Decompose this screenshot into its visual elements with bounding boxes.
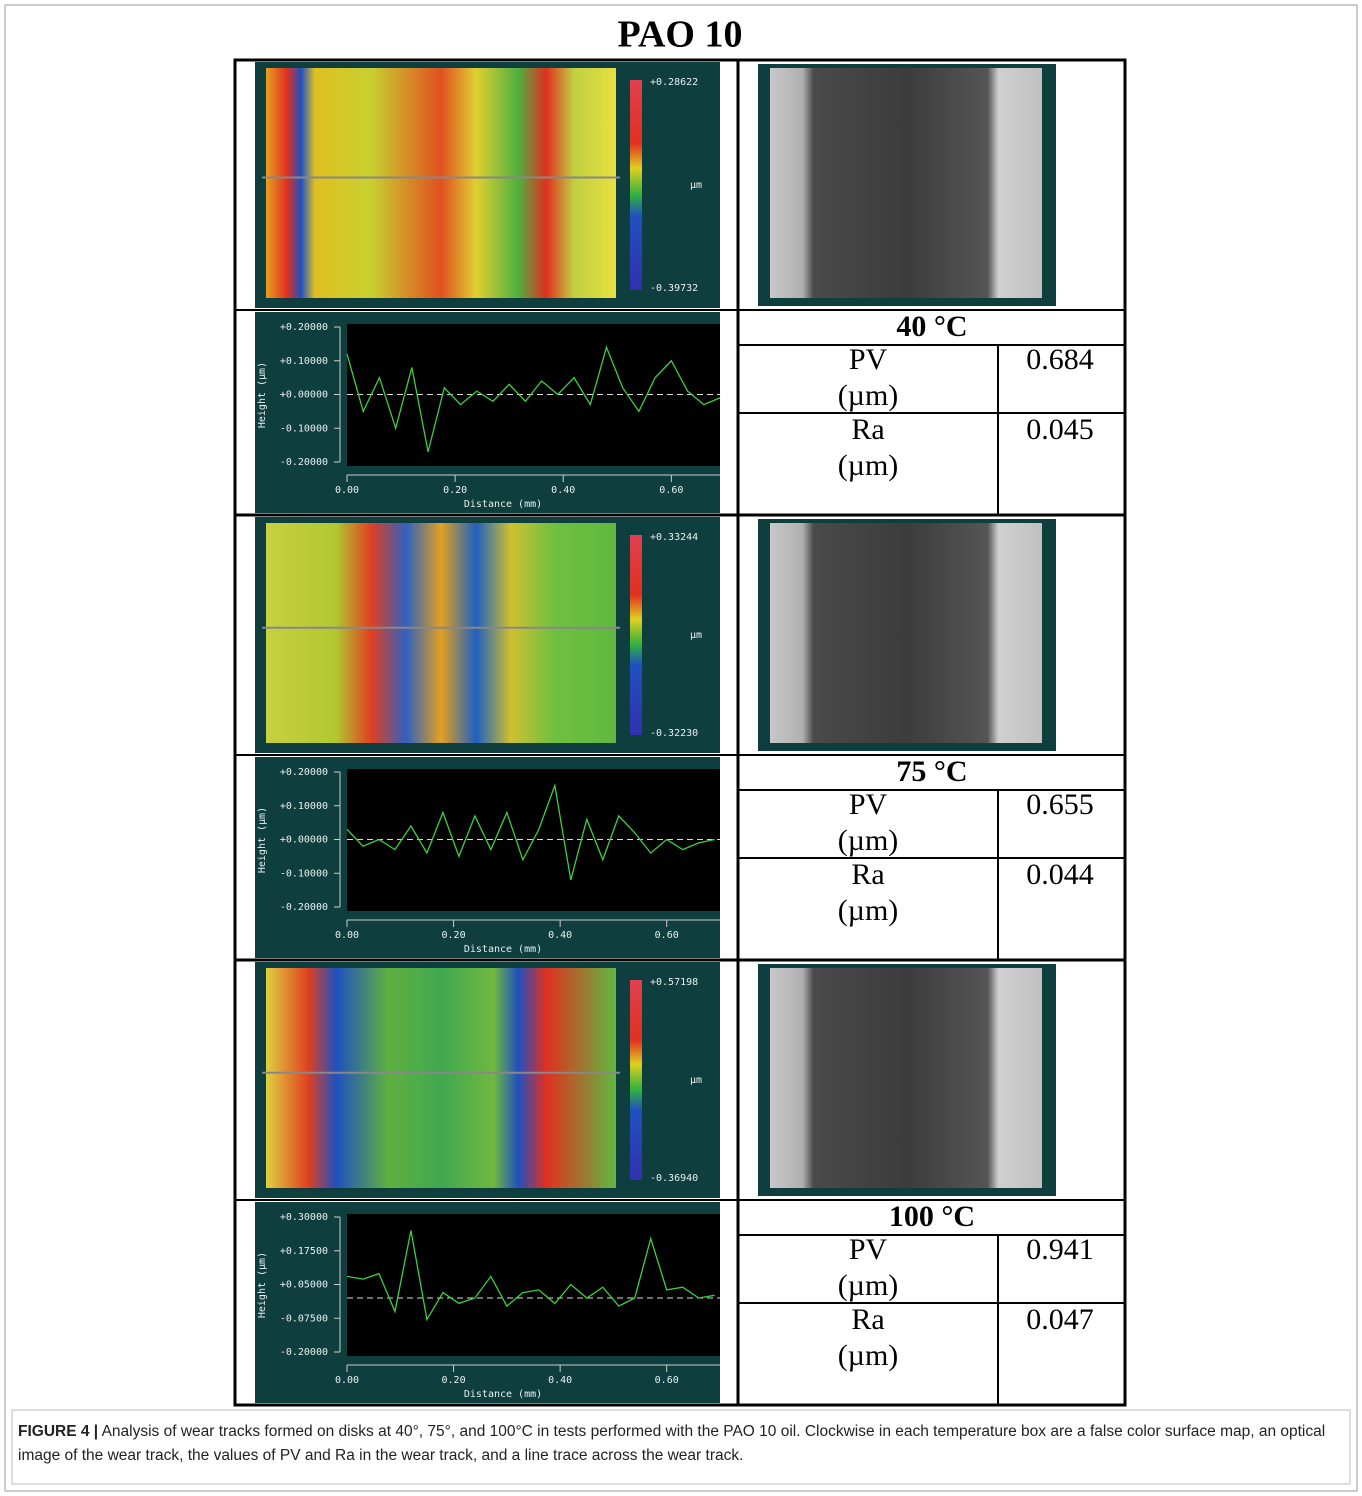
param-value: 0.655: [1026, 788, 1094, 821]
y-tick-label: +0.20000: [280, 322, 328, 333]
x-tick-label: 0.40: [551, 485, 575, 496]
param-value: 0.941: [1026, 1233, 1094, 1266]
surface-map: [266, 68, 616, 298]
y-tick-label: +0.05000: [280, 1280, 328, 1291]
param-unit: (µm): [838, 1269, 899, 1302]
param-name: Ra: [851, 413, 884, 446]
param-value: 0.044: [1026, 858, 1094, 891]
param-value: 0.045: [1026, 413, 1094, 446]
x-tick-label: 0.00: [335, 930, 359, 941]
y-tick-label: -0.20000: [280, 902, 328, 913]
y-tick-label: -0.10000: [280, 423, 328, 434]
temperature: 100 °C: [889, 1200, 975, 1233]
x-axis-label: Distance (mm): [464, 944, 542, 955]
y-tick-label: -0.20000: [280, 1347, 328, 1358]
param-unit: (µm): [838, 449, 899, 482]
param-unit: (µm): [838, 379, 899, 412]
x-tick-label: 0.20: [442, 1375, 466, 1386]
x-tick-label: 0.60: [659, 485, 683, 496]
caption-label: FIGURE 4 |: [18, 1423, 98, 1440]
x-axis-label: Distance (mm): [464, 499, 542, 510]
x-tick-label: 0.60: [655, 930, 679, 941]
plot-area: [347, 1214, 720, 1356]
param-name: PV: [849, 1233, 888, 1266]
param-name: Ra: [851, 1303, 884, 1336]
param-name: Ra: [851, 858, 884, 891]
y-axis-label: Height (µm): [257, 362, 268, 428]
map-min-label: -0.36940: [650, 1173, 698, 1184]
y-tick-label: -0.07500: [280, 1313, 328, 1324]
param-name: PV: [849, 788, 888, 821]
x-tick-label: 0.00: [335, 485, 359, 496]
param-value: 0.047: [1026, 1303, 1094, 1336]
y-tick-label: -0.20000: [280, 457, 328, 468]
x-tick-label: 0.20: [442, 930, 466, 941]
map-max-label: +0.33244: [650, 532, 698, 543]
map-min-label: -0.39732: [650, 283, 698, 294]
surface-map: [266, 523, 616, 743]
param-unit: (µm): [838, 1339, 899, 1372]
param-name: PV: [849, 343, 888, 376]
figure-title: PAO 10: [618, 14, 743, 56]
color-bar: [630, 80, 642, 290]
x-tick-label: 0.20: [443, 485, 467, 496]
x-tick-label: 0.00: [335, 1375, 359, 1386]
x-tick-label: 0.40: [548, 930, 572, 941]
color-bar: [630, 535, 642, 735]
panels: +0.28622 µm -0.39732 +0.20000 +0.10000 +0.000…: [235, 62, 1125, 1405]
param-value: 0.684: [1026, 343, 1094, 376]
temperature: 40 °C: [896, 310, 967, 343]
optical-image: [770, 523, 1042, 743]
y-tick-label: +0.30000: [280, 1212, 328, 1223]
x-tick-label: 0.40: [548, 1375, 572, 1386]
y-tick-label: +0.20000: [280, 767, 328, 778]
color-bar: [630, 980, 642, 1180]
temperature: 75 °C: [896, 755, 967, 788]
surface-map: [266, 968, 616, 1188]
map-unit: µm: [690, 630, 702, 641]
x-axis-label: Distance (mm): [464, 1389, 542, 1400]
param-unit: (µm): [838, 824, 899, 857]
y-tick-label: -0.10000: [280, 868, 328, 879]
map-unit: µm: [690, 1075, 702, 1086]
figure: PAO 10 +0.28622 µm -0.39732 +0.20000 +0.1000…: [0, 0, 1362, 1496]
param-unit: (µm): [838, 894, 899, 927]
caption-text: Analysis of wear tracks formed on disks …: [18, 1423, 1325, 1464]
y-axis-label: Height (µm): [257, 807, 268, 873]
map-max-label: +0.57198: [650, 977, 698, 988]
y-tick-label: +0.10000: [280, 356, 328, 367]
y-tick-label: +0.00000: [280, 390, 328, 401]
optical-image: [770, 68, 1042, 298]
optical-image: [770, 968, 1042, 1188]
y-axis-label: Height (µm): [257, 1252, 268, 1318]
y-tick-label: +0.17500: [280, 1246, 328, 1257]
caption: FIGURE 4 | Analysis of wear tracks forme…: [18, 1420, 1338, 1468]
map-unit: µm: [690, 180, 702, 191]
map-max-label: +0.28622: [650, 77, 698, 88]
y-tick-label: +0.00000: [280, 835, 328, 846]
y-tick-label: +0.10000: [280, 801, 328, 812]
page: PAO 10 +0.28622 µm -0.39732 +0.20000 +0.1000…: [0, 0, 1362, 1496]
x-tick-label: 0.60: [655, 1375, 679, 1386]
map-min-label: -0.32230: [650, 728, 698, 739]
